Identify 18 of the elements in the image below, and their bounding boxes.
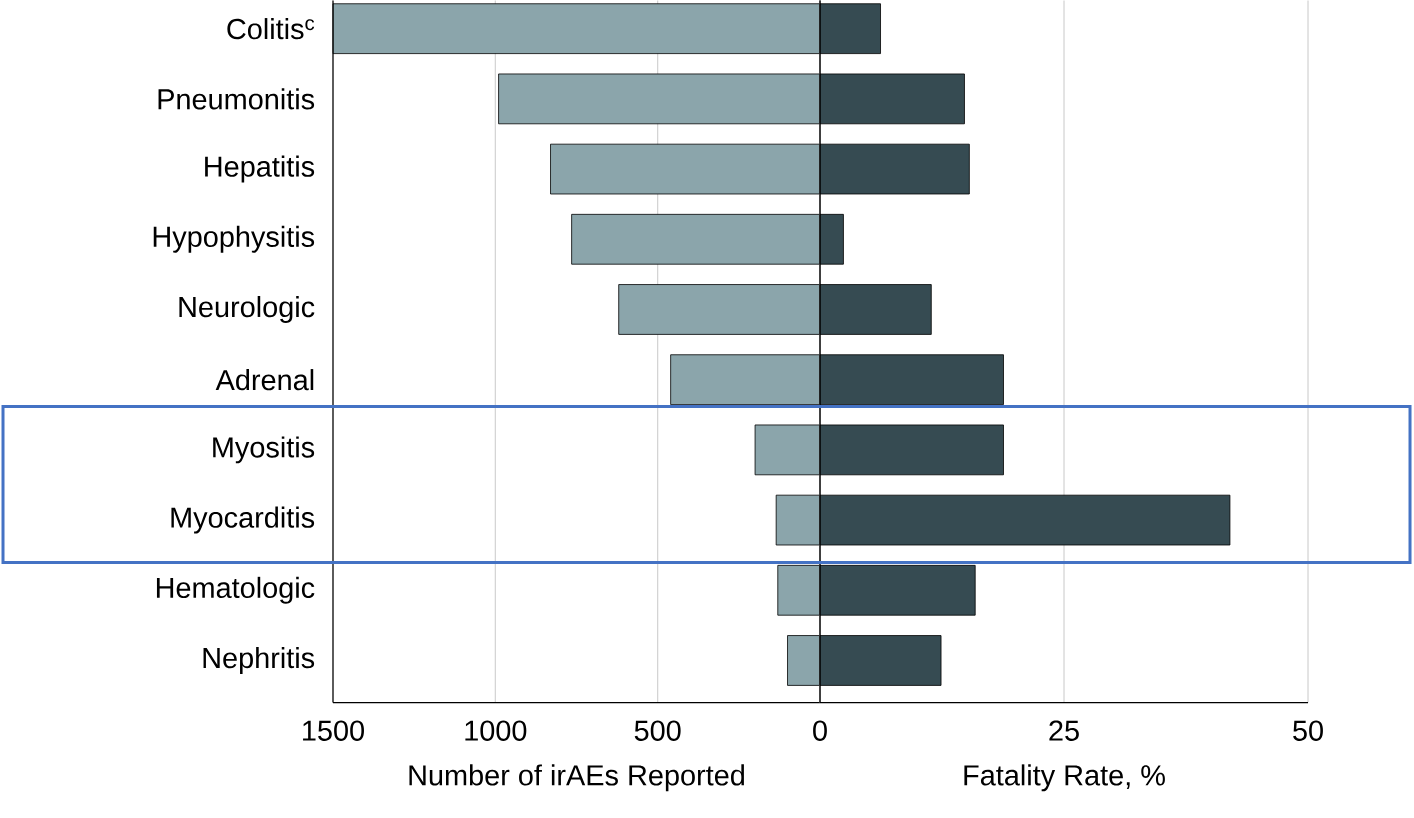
x-tick-label: 25: [1049, 720, 1079, 742]
y-tick-label: Hepatitis: [205, 155, 315, 183]
x-tick-label: 1000: [465, 720, 527, 742]
y-tick-label: Adrenal: [215, 369, 314, 391]
x-tick-label: 0: [813, 720, 827, 742]
y-tick-label: Hematologic: [156, 577, 315, 604]
x-axis-title: Number of irAEs Reported: [409, 764, 744, 792]
x-tick-label: 50: [1293, 720, 1323, 742]
y-tick-label: Neurologic: [179, 296, 315, 324]
y-tick-label: Myocarditis: [171, 506, 315, 534]
y-tick-label: Hypophysitis: [153, 226, 315, 253]
y-tick-label: Pneumonitis: [158, 88, 315, 110]
x-tick-label: 1500: [303, 720, 364, 742]
x-axis-title: Fatality Rate, %: [964, 764, 1165, 792]
y-tick-label: Myositis: [213, 436, 315, 464]
y-tick-label: Nephritis: [203, 647, 315, 675]
x-tick-label: 500: [634, 720, 681, 742]
y-tick-label: Colitis$^{c}$: [227, 18, 315, 40]
